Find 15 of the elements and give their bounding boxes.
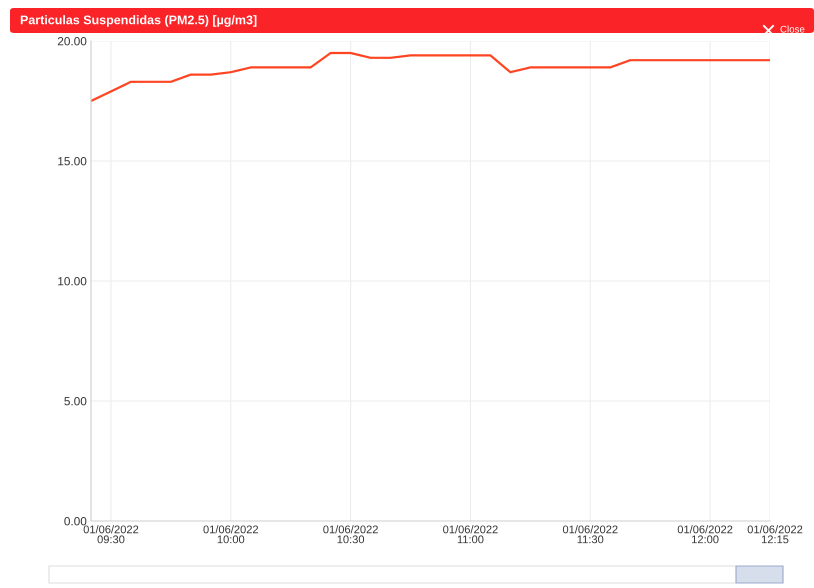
x-tick-label: 01/06/2022 09:30 [84, 525, 138, 544]
line-series [91, 52, 770, 102]
text: Close [780, 25, 804, 33]
x-tick-label: 01/06/2022 10:30 [323, 525, 378, 544]
chart-title: Particulas Suspendidas (PM2.5) [µg/m3] [20, 15, 256, 27]
x-tick-label: 01/06/2022 12:00 [678, 525, 732, 544]
x-tick-label: 01/06/2022 11:00 [443, 525, 498, 544]
x-tick-label: 01/06/2022 10:00 [203, 525, 258, 544]
y-tick-label: 20.00 [58, 37, 86, 46]
y-tick-label: 10.00 [58, 277, 86, 286]
x-tick-label: 01/06/2022 11:30 [562, 525, 618, 544]
y-tick-label: 15.00 [58, 157, 86, 166]
y-tick-label: 0.00 [64, 517, 86, 526]
x-tick-label: 01/06/2022 12:15 [748, 525, 802, 544]
y-tick-label: 5.00 [64, 397, 86, 406]
